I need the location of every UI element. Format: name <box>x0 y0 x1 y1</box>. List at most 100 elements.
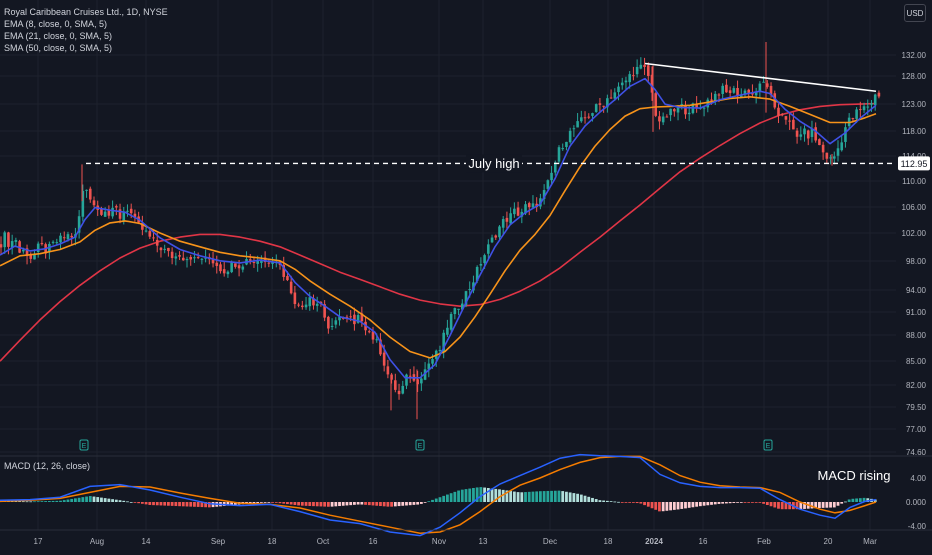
macd-histogram-bar <box>710 502 713 505</box>
candle-down <box>181 257 185 261</box>
candle-down <box>725 84 728 93</box>
macd-histogram-bar <box>286 502 289 505</box>
candle-up <box>241 266 245 270</box>
macd-histogram-bar <box>583 495 587 502</box>
price-axis[interactable]: 132.00128.00123.00118.00114.00110.00106.… <box>898 51 930 457</box>
macd-histogram-bar <box>732 502 736 503</box>
macd-histogram-bar <box>163 502 167 506</box>
candle-down <box>777 107 780 116</box>
price-tick-label: 94.00 <box>906 286 927 295</box>
macd-histogram-bar <box>591 497 594 502</box>
macd-histogram-bar <box>769 502 773 507</box>
candle-down <box>25 248 29 257</box>
macd-histogram-bar <box>181 502 185 507</box>
macd-histogram-bar <box>624 502 628 503</box>
currency-button[interactable]: USD <box>904 4 926 22</box>
macd-histogram-bar <box>88 496 92 502</box>
macd-histogram-bar <box>126 501 129 503</box>
candle-down <box>196 257 200 259</box>
candle-down <box>598 103 602 105</box>
sma50-legend[interactable]: SMA (50, close, 0, SMA, 5) <box>4 43 113 53</box>
symbol-title[interactable]: Royal Caribbean Cruises Ltd., 1D, NYSE <box>4 7 168 17</box>
macd-pane[interactable]: 4.00 0.000 -4.00 MACD rising <box>0 453 927 537</box>
time-tick-label: 20 <box>824 537 833 546</box>
macd-histogram-bar <box>453 491 457 502</box>
macd-histogram-bar <box>561 491 565 502</box>
macd-histogram-bar <box>167 502 170 506</box>
macd-histogram-bar <box>386 502 390 507</box>
candle-up <box>565 141 568 147</box>
candle-up <box>427 363 431 370</box>
macd-histogram-bar <box>193 502 196 507</box>
candle-up <box>446 327 449 335</box>
candle-up <box>739 95 743 98</box>
candle-down <box>818 139 821 146</box>
candle-up <box>14 240 18 242</box>
macd-histogram-bar <box>148 502 152 505</box>
macd-histogram-bar <box>494 488 498 502</box>
time-axis[interactable]: 17 Aug 14 Sep 18 Oct 16 Nov 13 Dec 18 2024 16 Feb 20 Ma… <box>0 529 932 546</box>
candle-up <box>457 308 460 310</box>
macd-histogram-bar <box>103 498 107 502</box>
candle-up <box>3 232 7 248</box>
macd-histogram-bar <box>743 502 747 503</box>
macd-histogram-bar <box>393 502 397 507</box>
candle-up <box>553 162 557 173</box>
candle-down <box>527 203 531 208</box>
macd-histogram-bar <box>468 488 472 502</box>
price-tick-label: 85.00 <box>906 357 927 366</box>
macd-histogram-bar <box>364 502 367 505</box>
macd-histogram-bar <box>825 502 829 508</box>
macd-tick-label: -4.00 <box>908 522 927 531</box>
macd-histogram-bar <box>777 502 780 509</box>
candle-down <box>650 74 654 93</box>
grid <box>0 0 932 530</box>
price-tick-label: 82.00 <box>906 381 927 390</box>
macd-histogram-bar <box>698 502 702 507</box>
candle-up <box>122 212 126 221</box>
macd-histogram-bar <box>687 502 691 508</box>
ema8-legend[interactable]: EMA (8, close, 0, SMA, 5) <box>4 19 108 29</box>
candle-down <box>100 209 103 215</box>
ema21-legend[interactable]: EMA (21, close, 0, SMA, 5) <box>4 31 113 41</box>
macd-histogram-bar <box>509 490 513 502</box>
candle-up <box>844 127 847 142</box>
macd-histogram-bar <box>672 502 676 510</box>
candle-up <box>438 349 442 351</box>
candle-up <box>81 190 85 217</box>
macd-histogram-bar <box>178 502 181 507</box>
macd-histogram-bar <box>490 488 494 502</box>
price-tick-label: 102.00 <box>902 229 927 238</box>
candle-up <box>468 288 472 290</box>
candle-up <box>111 207 114 217</box>
macd-histogram-bar <box>512 491 516 502</box>
macd-histogram-bar <box>323 502 327 507</box>
macd-histogram-bar <box>118 500 122 502</box>
time-tick-label: 14 <box>142 537 151 546</box>
candle-down <box>382 352 386 366</box>
macd-histogram-bar <box>263 502 267 503</box>
sma50-layer <box>0 102 877 362</box>
candle-up <box>509 213 512 224</box>
macd-histogram-bar <box>74 498 77 502</box>
candle-down <box>390 374 393 380</box>
candle-up <box>483 255 486 264</box>
macd-histogram-bar <box>516 492 520 502</box>
macd-histogram-bar <box>446 494 449 502</box>
macd-histogram-bar <box>289 502 293 505</box>
macd-histogram-bar <box>304 502 308 506</box>
price-tick-label: 91.00 <box>906 308 927 317</box>
macd-histogram-bar <box>207 502 211 508</box>
candle-down <box>237 265 241 269</box>
candle-up <box>260 259 263 263</box>
candle-up <box>479 263 483 266</box>
macd-legend[interactable]: MACD (12, 26, close) <box>4 461 91 471</box>
candle-down <box>129 208 133 214</box>
macd-histogram-bar <box>836 502 840 506</box>
macd-histogram-bar <box>818 502 821 509</box>
macd-histogram-bar <box>297 502 300 506</box>
macd-histogram-bar <box>282 502 286 504</box>
macd-histogram-bar <box>851 498 855 502</box>
